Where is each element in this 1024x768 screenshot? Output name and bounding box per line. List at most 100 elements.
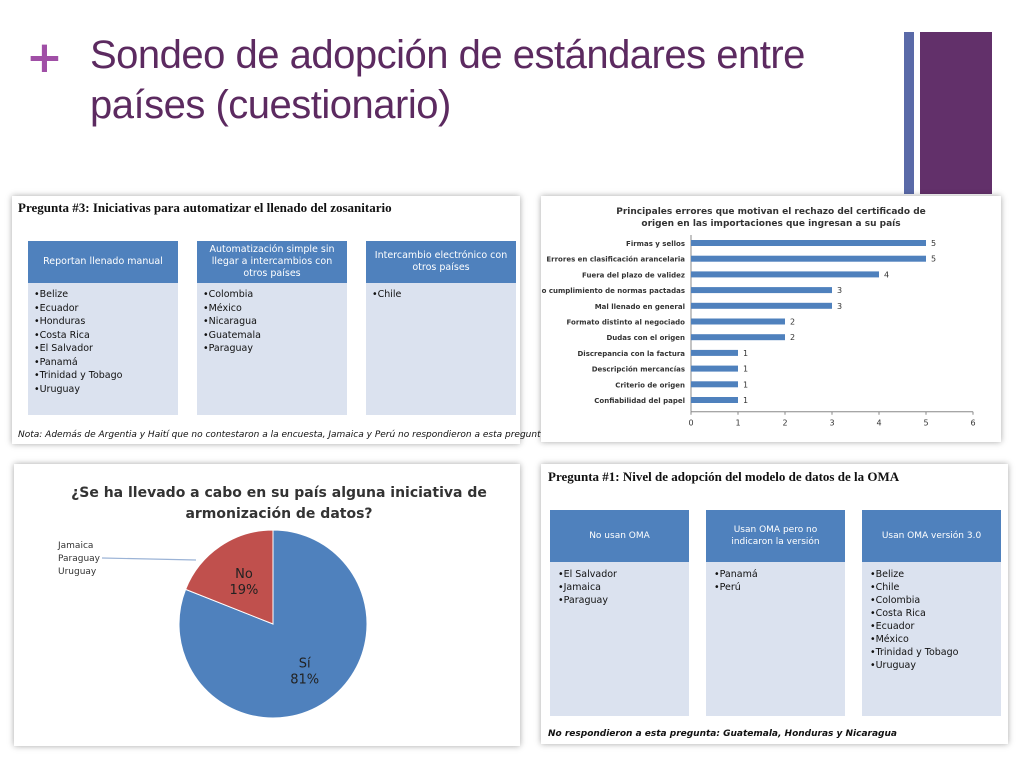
column-header: Usan OMA pero no indicaron la versión — [706, 510, 845, 562]
list-item: •México — [203, 302, 242, 314]
list-item: •Colombia — [203, 289, 254, 300]
bar — [691, 287, 832, 294]
annotation-label: Paraguay — [58, 554, 101, 564]
bar — [691, 365, 738, 372]
list-item: •Trinidad y Tobago — [870, 647, 959, 658]
list-item: •México — [870, 634, 909, 645]
decorative-bar-thin — [904, 32, 914, 194]
x-tick-label: 3 — [829, 419, 834, 428]
list-item: •Jamaica — [558, 582, 601, 593]
list-item: •Panamá — [34, 356, 78, 368]
category-label: Mal llenado en general — [595, 303, 685, 311]
column-header: Usan OMA versión 3.0 — [862, 510, 1001, 562]
data-label: 1 — [743, 380, 748, 389]
chart-title: armonización de datos? — [185, 506, 372, 522]
slice-value-label: 81% — [290, 673, 319, 688]
category-label: No cumplimiento de normas pactadas — [541, 287, 685, 295]
data-label: 5 — [931, 239, 936, 248]
list-item: •Guatemala — [203, 329, 261, 341]
list-item: •Uruguay — [34, 383, 80, 395]
list-item: •El Salvador — [34, 343, 93, 354]
list-item: •Honduras — [34, 316, 86, 327]
list-item: •Ecuador — [34, 302, 79, 314]
chart-title: origen en las importaciones que ingresan… — [641, 219, 900, 229]
list-item: •Belize — [870, 569, 905, 580]
bar — [691, 397, 738, 403]
pie-slice — [184, 529, 274, 625]
bar — [691, 302, 832, 309]
data-label: 2 — [790, 318, 795, 327]
data-label: 4 — [884, 270, 889, 279]
x-tick-label: 6 — [970, 419, 975, 428]
question3-note: Nota: Además de Argentia y Haití que no … — [18, 430, 549, 440]
question1-column-no-oma: No usan OMA •El Salvador •Jamaica •Paragua… — [550, 510, 689, 716]
list-item: •El Salvador — [558, 569, 617, 580]
category-label: Confiabilidad del papel — [594, 397, 685, 405]
bar — [691, 349, 738, 356]
list-item: •Chile — [870, 582, 900, 593]
harmonization-pie-panel: ¿Se ha llevado a cabo en su país alguna … — [14, 464, 520, 746]
data-label: 3 — [837, 286, 842, 295]
column-header: Reportan llenado manual — [28, 241, 178, 283]
question3-column-simple: Automatización simple sin llegar a inter… — [197, 241, 347, 415]
list-item: •Costa Rica — [34, 329, 90, 341]
list-item: •Paraguay — [203, 343, 253, 354]
category-label: Discrepancia con la factura — [577, 350, 685, 358]
slide-title: Sondeo de adopción de estándares entre p… — [90, 33, 805, 127]
annotation-label: Jamaica — [57, 541, 93, 551]
question3-columns: Reportan llenado manual •Belize •Ecuador •… — [28, 241, 535, 415]
x-tick-label: 4 — [876, 419, 881, 428]
column-list: •Belize •Chile •Colombia •Costa Rica •Ecuado… — [862, 562, 1001, 716]
list-item: •Perú — [714, 582, 741, 593]
x-tick-label: 0 — [688, 419, 693, 428]
bar — [691, 334, 785, 341]
column-header: Intercambio electrónico con otros países — [366, 241, 516, 283]
data-label: 3 — [837, 302, 842, 311]
list-item: •Panamá — [714, 569, 758, 580]
category-label: Descripción mercancías — [592, 366, 685, 374]
column-header: Automatización simple sin llegar a inter… — [197, 241, 347, 283]
category-label: Criterio de origen — [615, 381, 685, 389]
bar — [691, 271, 879, 278]
data-label: 1 — [743, 396, 748, 405]
data-label: 5 — [931, 255, 936, 264]
chart-title: ¿Se ha llevado a cabo en su país alguna … — [71, 485, 487, 501]
column-list: •Colombia •México •Nicaragua •Guatemala •Par… — [197, 283, 347, 415]
slice-label: No — [235, 567, 253, 582]
annotation-leader-line — [101, 557, 197, 561]
question1-title: Pregunta #1: Nivel de adopción del model… — [548, 469, 900, 484]
list-item: •Colombia — [870, 595, 921, 606]
bar — [691, 255, 926, 262]
list-item: •Uruguay — [870, 660, 916, 671]
harmonization-pie-chart: ¿Se ha llevado a cabo en su país alguna … — [57, 485, 487, 719]
chart-title: Principales errores que motivan el recha… — [616, 207, 926, 217]
bar — [691, 381, 738, 388]
list-item: •Ecuador — [870, 621, 915, 632]
data-label: 2 — [790, 333, 795, 342]
bar — [691, 318, 785, 325]
bar — [691, 240, 926, 246]
column-list: •Belize •Ecuador •Honduras •Costa Rica •El S… — [28, 283, 178, 415]
x-tick-label: 2 — [782, 419, 787, 428]
question1-panel: Pregunta #1: Nivel de adopción del model… — [541, 464, 1008, 744]
decorative-bar-thick — [920, 32, 992, 194]
list-item: •Costa Rica — [870, 608, 926, 619]
category-label: Dudas con el origen — [607, 334, 686, 342]
plus-icon: + — [26, 32, 63, 83]
data-label: 1 — [743, 349, 748, 358]
slice-value-label: 19% — [229, 583, 258, 598]
question3-column-manual: Reportan llenado manual •Belize •Ecuador •… — [28, 241, 178, 415]
column-header: No usan OMA — [550, 510, 689, 562]
question3-title: Pregunta #3: Iniciativas para automatiza… — [18, 200, 392, 215]
column-list: •Chile — [366, 283, 516, 415]
category-label: Errores en clasificación arancelaria — [546, 256, 685, 264]
list-item: •Chile — [372, 289, 402, 300]
question1-column-oma-3: Usan OMA versión 3.0 •Belize •Chile •Colom… — [862, 510, 1001, 716]
errors-bar-chart-panel: Principales errores que motivan el recha… — [541, 196, 1001, 442]
data-label: 1 — [743, 365, 748, 374]
question3-column-electronic: Intercambio electrónico con otros países… — [366, 241, 516, 415]
question1-column-oma-unknown: Usan OMA pero no indicaron la versión •P… — [706, 510, 845, 716]
x-tick-label: 1 — [735, 419, 740, 428]
category-label: Formato distinto al negociado — [567, 319, 686, 327]
list-item: •Paraguay — [558, 595, 608, 606]
